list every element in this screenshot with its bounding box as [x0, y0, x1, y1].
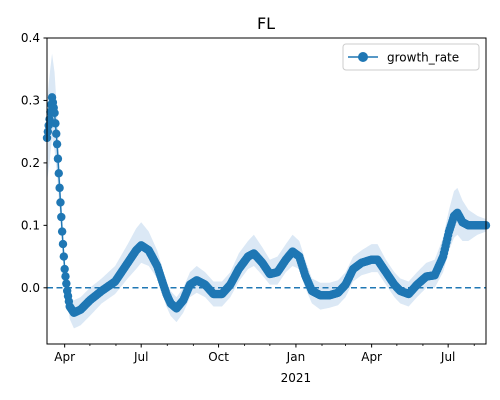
- axes-frame: [46, 37, 487, 345]
- x-tick-label: Apr: [54, 350, 75, 364]
- x-tick-label: Jul: [440, 350, 455, 364]
- x-tick-label: Apr: [361, 350, 382, 364]
- data-point: [55, 183, 64, 193]
- y-tick-label: 0.3: [21, 93, 40, 107]
- data-point: [54, 169, 63, 178]
- y-tick-label: 0.4: [21, 31, 40, 45]
- data-point: [60, 264, 69, 274]
- data-point: [59, 252, 69, 261]
- data-point: [52, 129, 61, 138]
- data-point: [50, 108, 59, 118]
- x-tick-label: Jan: [286, 350, 306, 364]
- y-tick-label: 0.0: [21, 281, 40, 295]
- y-axis: 0.0 0.1 0.2 0.3 0.4: [21, 31, 47, 295]
- data-point: [52, 139, 62, 149]
- x-tick-label: Jul: [133, 350, 148, 364]
- x-axis: Apr Jul Oct Jan 2021 Apr Jul: [54, 344, 475, 385]
- legend: growth_rate: [342, 43, 480, 71]
- data-point: [57, 212, 66, 222]
- series-marker-layer: [42, 93, 491, 317]
- data-point: [61, 272, 70, 281]
- data-point: [58, 239, 68, 249]
- x-tick-year-label: 2021: [281, 371, 312, 385]
- plot-area: [42, 53, 491, 329]
- legend-marker-swatch: [358, 52, 368, 62]
- data-point: [56, 198, 65, 207]
- y-tick-label: 0.1: [21, 218, 40, 232]
- legend-label: growth_rate: [387, 51, 459, 65]
- data-point: [53, 154, 63, 163]
- legend-box: [342, 43, 480, 71]
- y-tick-label: 0.2: [21, 156, 40, 170]
- data-point: [62, 279, 71, 288]
- data-point: [57, 227, 67, 236]
- chart-title: FL: [257, 14, 275, 33]
- data-point: [51, 119, 60, 128]
- x-tick-label: Oct: [208, 350, 229, 364]
- data-point: [43, 127, 53, 136]
